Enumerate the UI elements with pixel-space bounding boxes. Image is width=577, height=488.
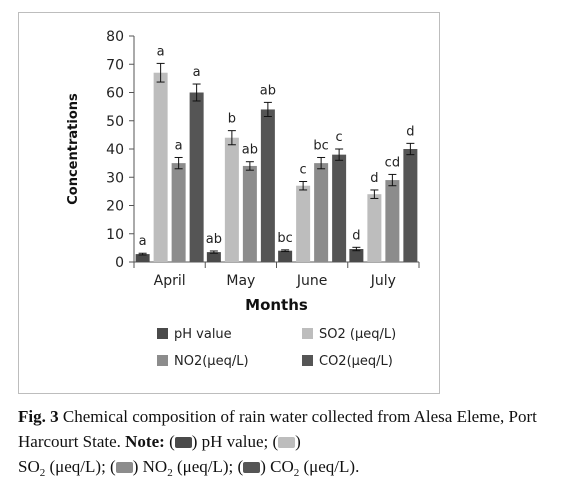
caption-co-sub: 2 <box>293 467 300 479</box>
caption-close-paren-3: ) <box>132 457 139 476</box>
bar <box>135 254 150 262</box>
caption-swatch-no2 <box>115 462 133 473</box>
caption-swatch-so2 <box>278 437 296 448</box>
significance-label: b <box>228 112 236 127</box>
caption-open-paren-1: ( <box>164 432 175 451</box>
bar <box>278 250 293 262</box>
bar <box>206 252 221 262</box>
caption-open-paren-3: ( <box>105 457 116 476</box>
bar <box>314 163 329 262</box>
y-tick-label: 30 <box>106 170 124 186</box>
x-tick-label: June <box>296 273 328 289</box>
bar <box>224 137 239 262</box>
caption-so-sub: 2 <box>39 467 46 479</box>
y-tick-label: 10 <box>106 227 124 243</box>
caption-fig-label: Fig. 3 <box>18 407 59 426</box>
bar <box>349 249 364 262</box>
y-axis-title: Concentrations <box>66 93 81 205</box>
bar <box>260 109 275 262</box>
bar <box>189 92 204 262</box>
bar-chart: 0 10 20 30 40 50 60 70 80 April May June July Months C… <box>66 29 420 369</box>
caption-no-sub: 2 <box>167 467 173 479</box>
significance-label: bc <box>313 138 328 153</box>
caption-open-paren-2: ( <box>268 432 279 451</box>
x-tick-label: April <box>154 273 186 289</box>
caption-swatch-ph <box>174 437 192 448</box>
figure-caption: Fig. 3 Chemical composition of rain wate… <box>18 404 566 486</box>
bar <box>153 72 168 262</box>
caption-ph: pH value; <box>197 432 269 451</box>
chart-frame: 0 10 20 30 40 50 60 70 80 April May June July Months C… <box>18 12 440 394</box>
bar <box>171 163 186 262</box>
caption-open-paren-4: ( <box>233 457 244 476</box>
y-tick-label: 50 <box>106 114 124 130</box>
x-tick-label: July <box>370 273 396 289</box>
x-axis-title: Months <box>245 296 308 314</box>
significance-label: d <box>352 228 360 243</box>
bar <box>367 194 382 262</box>
significance-label: d <box>406 124 414 139</box>
legend-swatch <box>302 328 313 339</box>
significance-label: c <box>300 162 307 177</box>
significance-label: ab <box>260 83 276 98</box>
caption-close-paren-2: ) <box>295 432 301 451</box>
significance-label: ab <box>242 143 258 158</box>
y-tick-label: 0 <box>115 255 124 271</box>
bar <box>242 165 257 262</box>
caption-no-unit: (μeq/L); <box>172 457 234 476</box>
caption-swatch-co2 <box>243 462 261 473</box>
bar <box>296 185 311 262</box>
y-tick-label: 70 <box>106 57 124 73</box>
significance-label: a <box>193 65 201 80</box>
caption-so-prefix: SO <box>18 457 40 476</box>
significance-label: a <box>157 44 165 59</box>
significance-label: bc <box>277 231 292 246</box>
bar <box>332 154 347 262</box>
y-tick-label: 60 <box>106 86 124 102</box>
legend-swatch <box>302 355 313 366</box>
bar <box>403 149 418 262</box>
significance-label: a <box>175 138 183 153</box>
caption-no-prefix: NO <box>138 457 168 476</box>
caption-note-label: Note: <box>125 432 165 451</box>
caption-co-unit: (μeq/L). <box>299 457 360 476</box>
caption-co-prefix: CO <box>265 457 294 476</box>
x-tick-label: May <box>226 273 255 289</box>
legend-swatch <box>157 328 168 339</box>
caption-text: Chemical composition of rain water colle… <box>18 407 537 451</box>
caption-close-paren-4: ) <box>260 457 266 476</box>
legend-label: pH value <box>174 327 232 342</box>
y-tick-label: 80 <box>106 29 124 45</box>
significance-label: a <box>139 234 147 249</box>
significance-label: c <box>336 130 343 145</box>
caption-close-paren-1: ) <box>191 432 198 451</box>
significance-label: cd <box>385 155 400 170</box>
y-tick-label: 40 <box>106 142 124 158</box>
significance-label: ab <box>206 232 222 247</box>
legend-label: NO2(μeq/L) <box>174 354 249 369</box>
legend-label: SO2 (μeq/L) <box>319 327 396 342</box>
y-tick-label: 20 <box>106 199 124 215</box>
legend-label: CO2(μeq/L) <box>319 354 393 369</box>
significance-label: d <box>370 171 378 186</box>
caption-so-unit: (μeq/L); <box>45 457 106 476</box>
bar <box>385 180 400 262</box>
legend-swatch <box>157 355 168 366</box>
